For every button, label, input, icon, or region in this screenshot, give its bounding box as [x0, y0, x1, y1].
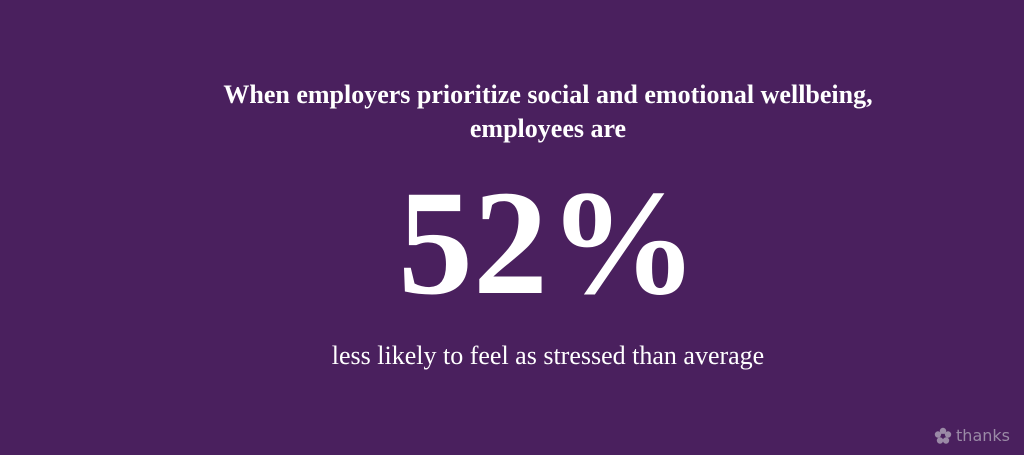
headline-line: When employers prioritize social and emo…: [223, 80, 873, 109]
logo-icon: [934, 427, 952, 444]
stat: 52%: [398, 160, 698, 326]
caption: less likely to feel as stressed than ave…: [331, 341, 765, 370]
logo-text: thanks: [956, 426, 1010, 445]
logo: thanks: [934, 426, 1010, 445]
headline-line: employees are: [469, 114, 627, 143]
